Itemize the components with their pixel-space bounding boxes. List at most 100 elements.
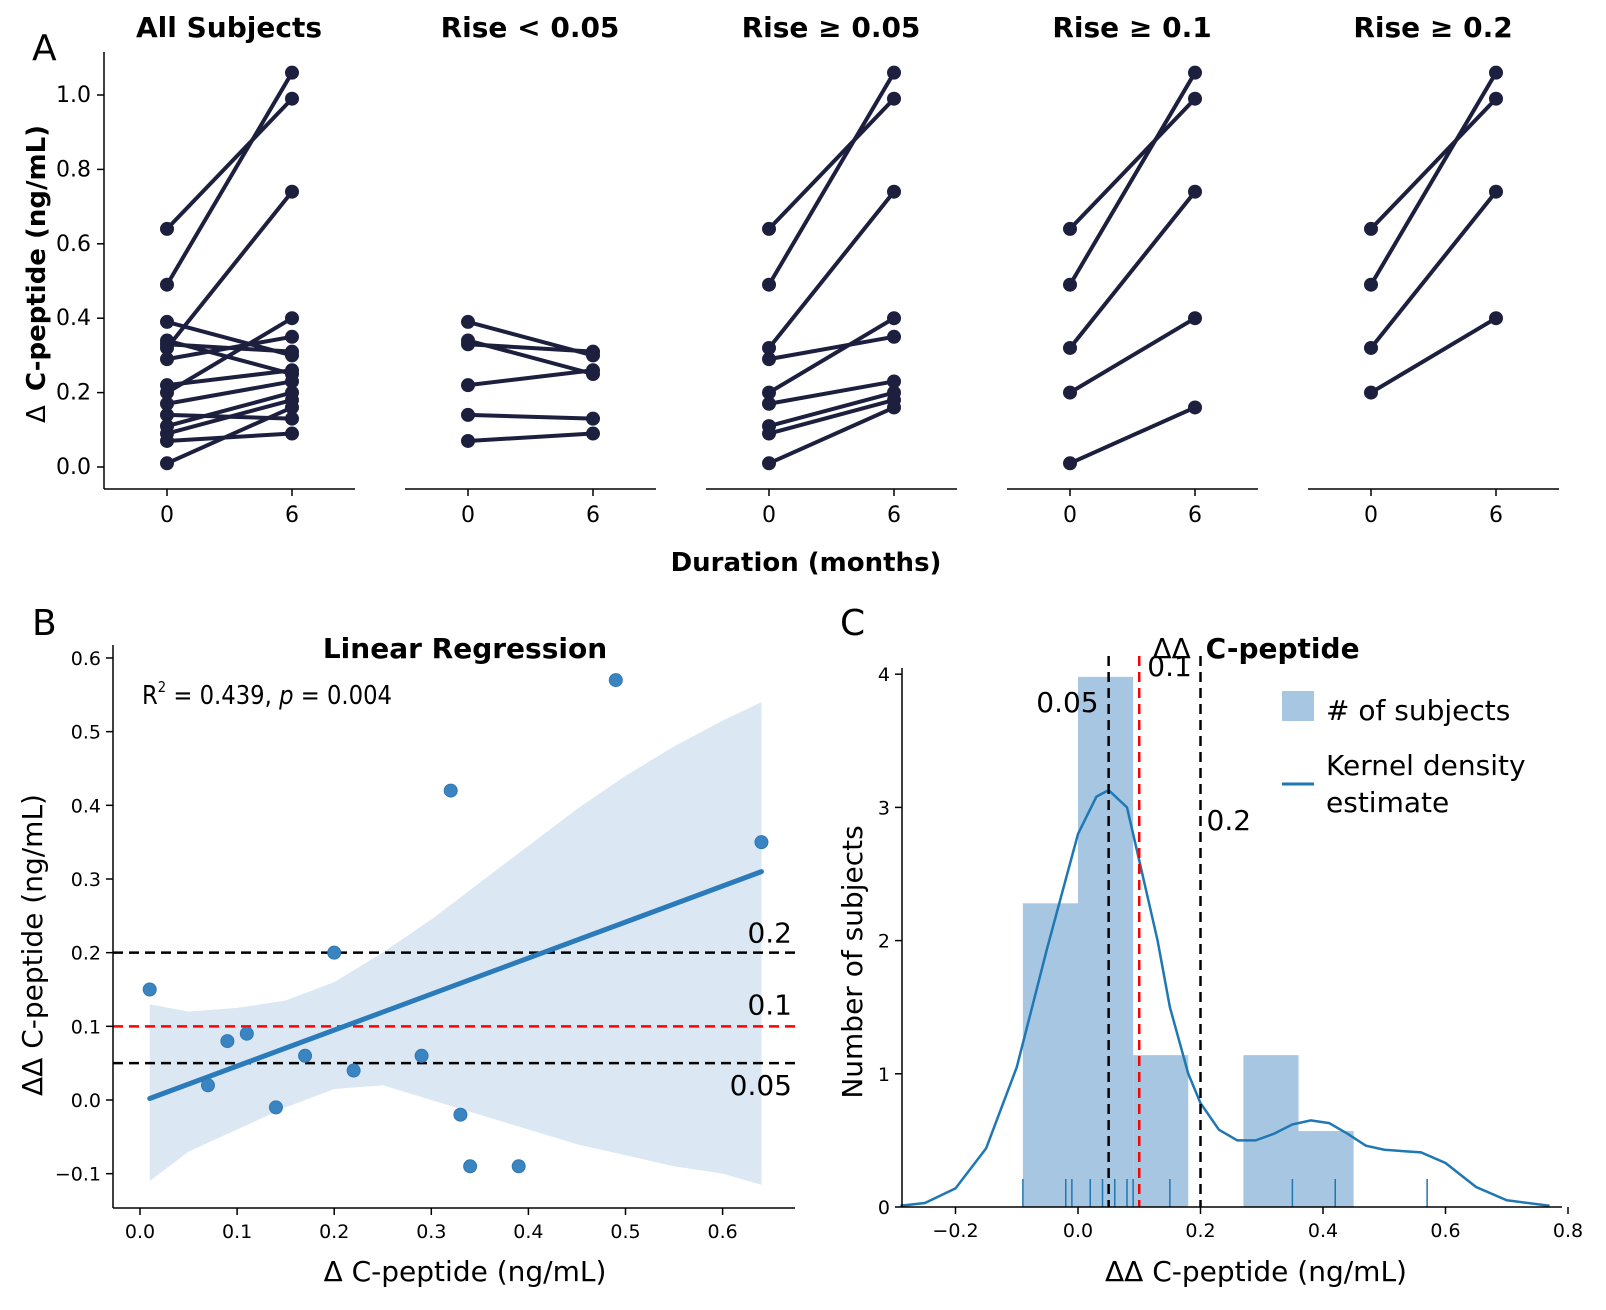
scatter-point xyxy=(200,1078,215,1093)
point-month-0 xyxy=(160,456,174,471)
subplot-2: Rise ≥ 0.05 0 6 xyxy=(706,11,957,528)
confidence-band xyxy=(149,702,762,1185)
point-month-6 xyxy=(1188,311,1202,326)
point-month-0 xyxy=(160,433,174,448)
subject-line xyxy=(768,405,895,466)
panel-b-axes: 0.0 0.1 0.2 0.3 0.4 0.5 0.6 −0.1 0.0 0.1 0.2 0.3 0.4… xyxy=(55,645,795,1243)
panel-b-title: Linear Regression xyxy=(323,632,607,665)
panel-c-title-delta: ΔΔ xyxy=(1152,632,1190,665)
point-month-6 xyxy=(887,329,901,344)
x-tick-label: 0.4 xyxy=(513,1221,543,1243)
y-tick-label: 0.4 xyxy=(56,306,91,331)
subject-line xyxy=(467,431,594,443)
point-month-0 xyxy=(461,314,475,329)
point-month-6 xyxy=(285,400,299,415)
scatter-point xyxy=(608,673,623,688)
point-month-6 xyxy=(586,426,600,441)
y-tick-label: 0.5 xyxy=(71,722,101,744)
regression-annotation: R2 = 0.439, p = 0.004 xyxy=(142,678,392,711)
point-month-0 xyxy=(160,407,174,422)
point-month-6 xyxy=(1188,91,1202,106)
subject-line xyxy=(1068,190,1197,350)
x-tick-label: 6 xyxy=(586,503,600,528)
panel-a-ylabel-main: C-peptide (ng/mL) xyxy=(22,125,52,391)
scatter-point xyxy=(220,1034,235,1049)
point-month-6 xyxy=(586,344,600,359)
scatter-point xyxy=(268,1100,283,1115)
subplot-title: All Subjects xyxy=(136,11,322,44)
point-month-6 xyxy=(1188,184,1202,199)
subject-line xyxy=(467,412,594,421)
point-month-6 xyxy=(1489,65,1503,80)
threshold-label: 0.2 xyxy=(747,917,792,950)
panel-a-subplots: All Subjects 0 6 Rise < 0.05 0 6 Rise ≥ 0.05 0 6… xyxy=(104,11,1559,528)
subject-line xyxy=(767,190,896,350)
panel-a-xlabel: Duration (months) xyxy=(671,548,942,578)
histogram-bar xyxy=(1078,676,1134,1207)
subject-line xyxy=(467,368,594,388)
point-month-0 xyxy=(762,221,776,236)
subplot-4: Rise ≥ 0.2 0 6 xyxy=(1308,11,1559,528)
x-tick-label: 0 xyxy=(160,503,174,528)
subplot-title: Rise ≥ 0.05 xyxy=(742,11,921,44)
regression-line xyxy=(147,869,764,1102)
scatter-point xyxy=(239,1026,254,1041)
point-month-6 xyxy=(887,374,901,389)
panel-b-xlabel: Δ C-peptide (ng/mL) xyxy=(324,1255,607,1288)
legend-kde-label-1: Kernel density xyxy=(1326,749,1526,782)
threshold-label: 0.05 xyxy=(730,1069,792,1102)
annotation-p-value: = 0.004 xyxy=(294,681,392,711)
panel-c: C ΔΔ C-peptide 0.05 0.1 0.2 −0.2 0.0 0.2 0.4 0… xyxy=(836,603,1583,1288)
subject-line xyxy=(467,342,594,354)
point-month-6 xyxy=(1188,65,1202,80)
x-tick-label: 6 xyxy=(887,503,901,528)
point-month-0 xyxy=(1063,221,1077,236)
point-month-6 xyxy=(285,374,299,389)
scatter-point xyxy=(327,945,342,960)
point-month-6 xyxy=(285,91,299,106)
point-month-0 xyxy=(762,396,776,411)
x-tick-label: 0 xyxy=(461,503,475,528)
panel-letter-b: B xyxy=(32,603,57,644)
point-month-0 xyxy=(461,378,475,393)
y-tick-label: 0.6 xyxy=(56,232,91,257)
threshold-label: 0.1 xyxy=(747,988,792,1021)
threshold-label: 0.05 xyxy=(1036,686,1098,719)
y-tick-label: 0.2 xyxy=(56,381,91,406)
histogram-bar xyxy=(1133,1055,1189,1207)
point-month-6 xyxy=(887,65,901,80)
y-tick-label: 0.0 xyxy=(56,455,91,480)
point-month-0 xyxy=(160,385,174,400)
y-tick-label: 0.6 xyxy=(71,648,101,670)
subject-line xyxy=(768,390,895,429)
panel-letter-a: A xyxy=(32,28,57,69)
subject-line xyxy=(166,390,293,429)
point-month-6 xyxy=(887,91,901,106)
scatter-point xyxy=(443,783,458,798)
panel-a-y-axis: 0.0 0.2 0.4 0.6 0.8 1.0 xyxy=(56,52,105,489)
point-month-0 xyxy=(160,396,174,411)
point-month-0 xyxy=(1364,277,1378,292)
point-month-0 xyxy=(1364,221,1378,236)
subject-line xyxy=(166,379,293,406)
point-month-0 xyxy=(762,352,776,367)
panel-a-ylabel-delta: Δ xyxy=(22,405,52,423)
point-month-6 xyxy=(285,426,299,441)
subplot-1: Rise < 0.05 0 6 xyxy=(405,11,656,528)
subject-line xyxy=(1369,71,1498,286)
scatter-point xyxy=(298,1048,313,1063)
point-month-0 xyxy=(762,456,776,471)
threshold-label: 0.2 xyxy=(1207,804,1252,837)
subplot-0: All Subjects 0 6 xyxy=(104,11,355,528)
x-tick-label: 0.3 xyxy=(416,1221,446,1243)
x-tick-label: 6 xyxy=(1188,503,1202,528)
point-month-6 xyxy=(285,65,299,80)
x-tick-label: 0.6 xyxy=(1430,1220,1460,1242)
point-month-6 xyxy=(285,344,299,359)
y-tick-label: 0.1 xyxy=(71,1016,101,1038)
point-month-0 xyxy=(1063,456,1077,471)
subplot-3: Rise ≥ 0.1 0 6 xyxy=(1007,11,1258,528)
x-tick-label: 0.2 xyxy=(319,1221,349,1243)
x-tick-label: 0.1 xyxy=(222,1221,252,1243)
